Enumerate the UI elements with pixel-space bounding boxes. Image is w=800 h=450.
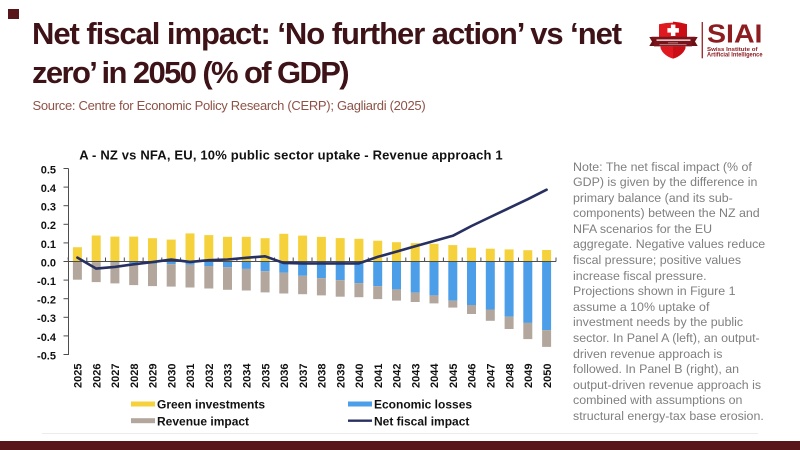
svg-text:0.3: 0.3 <box>41 202 56 214</box>
svg-text:0.2: 0.2 <box>41 220 56 232</box>
svg-text:2047: 2047 <box>486 364 498 388</box>
svg-text:A - NZ vs NFA, EU, 10% public: A - NZ vs NFA, EU, 10% public sector upt… <box>79 147 503 162</box>
svg-text:2038: 2038 <box>317 364 329 388</box>
svg-text:2042: 2042 <box>392 364 404 388</box>
svg-text:2030: 2030 <box>166 364 178 388</box>
svg-text:2040: 2040 <box>354 364 366 388</box>
svg-text:2049: 2049 <box>523 364 535 388</box>
svg-text:2045: 2045 <box>448 364 460 388</box>
svg-text:Economic losses: Economic losses <box>374 398 472 412</box>
svg-text:2043: 2043 <box>410 364 422 388</box>
svg-text:2025: 2025 <box>73 364 85 388</box>
svg-text:0.1: 0.1 <box>41 239 56 251</box>
svg-text:0.4: 0.4 <box>41 183 57 195</box>
svg-text:2039: 2039 <box>335 364 347 388</box>
svg-text:Revenue impact: Revenue impact <box>157 414 249 428</box>
svg-text:Artificial Intelligence: Artificial Intelligence <box>707 53 763 59</box>
svg-text:2028: 2028 <box>129 364 141 388</box>
svg-text:2027: 2027 <box>110 364 122 388</box>
svg-text:SIAI: SIAI <box>707 19 763 49</box>
svg-text:0.5: 0.5 <box>41 164 56 176</box>
svg-text:-0.5: -0.5 <box>37 350 56 362</box>
svg-text:2044: 2044 <box>429 363 441 388</box>
svg-text:2048: 2048 <box>504 364 516 388</box>
svg-text:-0.4: -0.4 <box>37 332 57 344</box>
svg-text:2046: 2046 <box>467 364 479 388</box>
svg-text:-0.2: -0.2 <box>37 295 56 307</box>
svg-text:2029: 2029 <box>148 364 160 388</box>
svg-text:Swiss Institute of: Swiss Institute of <box>707 47 758 53</box>
svg-text:-0.3: -0.3 <box>37 313 56 325</box>
svg-text:2037: 2037 <box>298 364 310 388</box>
svg-text:2041: 2041 <box>373 364 385 388</box>
svg-text:-0.1: -0.1 <box>37 276 56 288</box>
svg-text:0.0: 0.0 <box>41 257 56 269</box>
svg-text:2031: 2031 <box>185 364 197 388</box>
svg-text:2034: 2034 <box>242 363 254 388</box>
svg-text:2035: 2035 <box>260 364 272 388</box>
svg-text:2050: 2050 <box>542 364 554 388</box>
svg-text:2033: 2033 <box>223 364 235 388</box>
svg-text:2026: 2026 <box>91 364 103 388</box>
svg-text:Net fiscal impact: Net fiscal impact <box>374 414 469 428</box>
svg-text:Green investments: Green investments <box>157 398 265 412</box>
svg-text:2036: 2036 <box>279 364 291 388</box>
svg-text:2032: 2032 <box>204 364 216 388</box>
